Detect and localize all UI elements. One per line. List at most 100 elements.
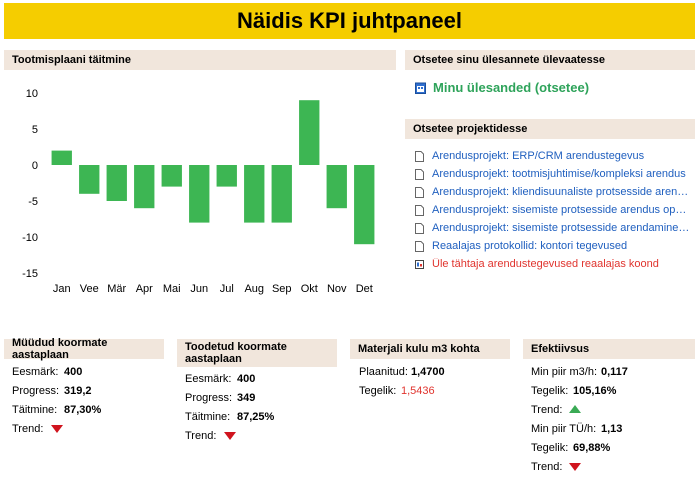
document-icon bbox=[415, 186, 424, 198]
x-tick-label: Nov bbox=[327, 283, 347, 295]
x-tick-label: Jan bbox=[53, 283, 71, 295]
produced-kpi-header: Toodetud koormate aastaplaan bbox=[177, 339, 337, 367]
project-link[interactable]: Arendusprojekt: ERP/CRM arendustegevus bbox=[415, 150, 690, 162]
produced-progress-label: Progress: bbox=[185, 392, 233, 404]
produced-target-label: Eesmärk: bbox=[185, 373, 232, 385]
chart-bar bbox=[244, 165, 265, 223]
tasks-panel-title: Otsetee sinu ülesannete ülevaatesse bbox=[413, 54, 605, 66]
project-link[interactable]: Reaalajas protokollid: kontori tegevused bbox=[415, 240, 690, 252]
document-icon bbox=[415, 204, 424, 216]
project-link-label[interactable]: Arendusprojekt: ERP/CRM arendustegevus bbox=[432, 150, 645, 162]
efficiency-trend1-label: Trend: bbox=[531, 404, 563, 416]
efficiency-trend1-row: Trend: bbox=[531, 404, 581, 416]
produced-kpi-title: Toodetud koormate aastaplaan bbox=[185, 341, 287, 365]
sold-kpi: Eesmärk: 400 Progress: 319,2 Täitmine: 8… bbox=[12, 364, 164, 444]
efficiency-limit1-row: Min piir m3/h: 0,117 bbox=[531, 366, 628, 378]
chart-bar bbox=[51, 150, 72, 165]
produced-progress-row: Progress: 349 bbox=[185, 392, 255, 404]
project-link-label[interactable]: Arendusprojekt: sisemiste protsesside ar… bbox=[432, 204, 690, 216]
x-tick-label: Mär bbox=[107, 283, 126, 295]
trend-down-icon bbox=[569, 463, 581, 471]
production-panel-header: Tootmisplaani täitmine bbox=[4, 50, 396, 70]
project-link[interactable]: Arendusprojekt: tootmisjuhtimise/komplek… bbox=[415, 168, 690, 180]
chart-bar bbox=[79, 165, 100, 194]
production-bar-chart: 10 5 0 -5 -10 -15 Jan Vee Mär Apr Mai Jun Jul Aug Sep… bbox=[22, 88, 375, 295]
efficiency-trend2-label: Trend: bbox=[531, 461, 563, 473]
title-bar: Näidis KPI juhtpaneel bbox=[4, 3, 695, 39]
overdue-report-label[interactable]: Üle tähtaja arendustegevused reaalajas k… bbox=[432, 258, 659, 270]
material-kpi: Plaanitud: 1,4700 Tegelik: 1,5436 bbox=[359, 364, 509, 404]
chart-bar bbox=[189, 165, 210, 223]
produced-fill-row: Täitmine: 87,25% bbox=[185, 411, 274, 423]
y-tick-label: 0 bbox=[32, 160, 38, 172]
x-tick-label: Okt bbox=[301, 283, 318, 295]
efficiency-actual2-label: Tegelik: bbox=[531, 442, 569, 454]
sold-fill-label: Täitmine: bbox=[12, 404, 58, 416]
y-tick-label: 5 bbox=[32, 124, 38, 136]
material-planned-value: 1,4700 bbox=[411, 366, 445, 378]
material-planned-row: Plaanitud: 1,4700 bbox=[359, 366, 445, 378]
sold-progress-row: Progress: 319,2 bbox=[12, 385, 92, 397]
produced-fill-value: 87,25% bbox=[237, 411, 275, 423]
document-icon bbox=[415, 240, 424, 252]
project-link-label[interactable]: Arendusprojekt: kliendisuunaliste protse… bbox=[432, 186, 690, 198]
chart-bar bbox=[161, 165, 182, 187]
report-icon bbox=[415, 259, 424, 269]
project-link[interactable]: Arendusprojekt: sisemiste protsesside ar… bbox=[415, 204, 690, 216]
project-link-label[interactable]: Arendusprojekt: tootmisjuhtimise/komplek… bbox=[432, 168, 686, 180]
my-tasks-link[interactable]: Minu ülesanded (otsetee) bbox=[415, 80, 589, 95]
x-tick-label: Mai bbox=[163, 283, 181, 295]
project-link[interactable]: Arendusprojekt: sisemiste protsesside ar… bbox=[415, 222, 690, 234]
document-icon bbox=[415, 168, 424, 180]
sold-target-value: 400 bbox=[64, 366, 83, 378]
sold-trend-row: Trend: bbox=[12, 423, 63, 435]
produced-target-value: 400 bbox=[237, 373, 256, 385]
x-tick-label: Apr bbox=[136, 283, 153, 295]
produced-trend-label: Trend: bbox=[185, 430, 217, 442]
projects-panel-header: Otsetee projektidesse bbox=[405, 119, 695, 139]
efficiency-actual2-value: 69,88% bbox=[573, 442, 611, 454]
y-tick-label: 10 bbox=[26, 88, 38, 100]
efficiency-kpi-title: Efektiivsus bbox=[531, 343, 590, 355]
trend-down-icon bbox=[51, 425, 63, 433]
my-tasks-label[interactable]: Minu ülesanded (otsetee) bbox=[433, 80, 590, 95]
produced-progress-value: 349 bbox=[237, 392, 256, 404]
sold-kpi-title: Müüdud koormate aastaplaan bbox=[12, 337, 108, 361]
efficiency-kpi-header: Efektiivsus bbox=[523, 339, 695, 359]
material-actual-value: 1,5436 bbox=[401, 385, 435, 397]
efficiency-limit1-label: Min piir m3/h: bbox=[531, 366, 598, 378]
project-link-label[interactable]: Reaalajas protokollid: kontori tegevused bbox=[432, 240, 628, 252]
efficiency-limit2-label: Min piir TÜ/h: bbox=[531, 423, 597, 435]
x-tick-label: Aug bbox=[244, 283, 264, 295]
efficiency-trend2-row: Trend: bbox=[531, 461, 581, 473]
sold-fill-row: Täitmine: 87,30% bbox=[12, 404, 101, 416]
project-link[interactable]: Arendusprojekt: kliendisuunaliste protse… bbox=[415, 186, 690, 198]
sold-progress-value: 319,2 bbox=[64, 385, 92, 397]
document-icon bbox=[415, 150, 424, 162]
x-tick-label: Sep bbox=[272, 283, 292, 295]
efficiency-limit1-value: 0,117 bbox=[601, 366, 628, 378]
calendar-icon bbox=[415, 82, 426, 94]
chart-bar bbox=[354, 165, 375, 245]
efficiency-actual1-value: 105,16% bbox=[573, 385, 617, 397]
material-actual-label: Tegelik: bbox=[359, 385, 397, 397]
y-tick-label: -15 bbox=[22, 268, 38, 280]
efficiency-actual1-row: Tegelik: 105,16% bbox=[531, 385, 616, 397]
efficiency-limit2-row: Min piir TÜ/h: 1,13 bbox=[531, 423, 622, 435]
x-tick-label: Vee bbox=[80, 283, 99, 295]
projects-panel-title: Otsetee projektidesse bbox=[413, 123, 528, 135]
x-tick-label: Det bbox=[356, 283, 373, 295]
y-tick-label: -5 bbox=[28, 196, 38, 208]
x-tick-label: Jun bbox=[190, 283, 208, 295]
material-actual-row: Tegelik: 1,5436 bbox=[359, 385, 435, 397]
tasks-panel-header: Otsetee sinu ülesannete ülevaatesse bbox=[405, 50, 695, 70]
overdue-report-link[interactable]: Üle tähtaja arendustegevused reaalajas k… bbox=[415, 258, 690, 270]
sold-trend-label: Trend: bbox=[12, 423, 44, 435]
chart-bar bbox=[216, 165, 237, 187]
y-tick-label: -10 bbox=[22, 232, 38, 244]
page-title: Näidis KPI juhtpaneel bbox=[237, 8, 462, 33]
project-link-label[interactable]: Arendusprojekt: sisemiste protsesside ar… bbox=[432, 222, 690, 234]
sold-target-row: Eesmärk: 400 bbox=[12, 366, 82, 378]
efficiency-limit2-value: 1,13 bbox=[601, 423, 623, 435]
trend-down-icon bbox=[224, 432, 236, 440]
